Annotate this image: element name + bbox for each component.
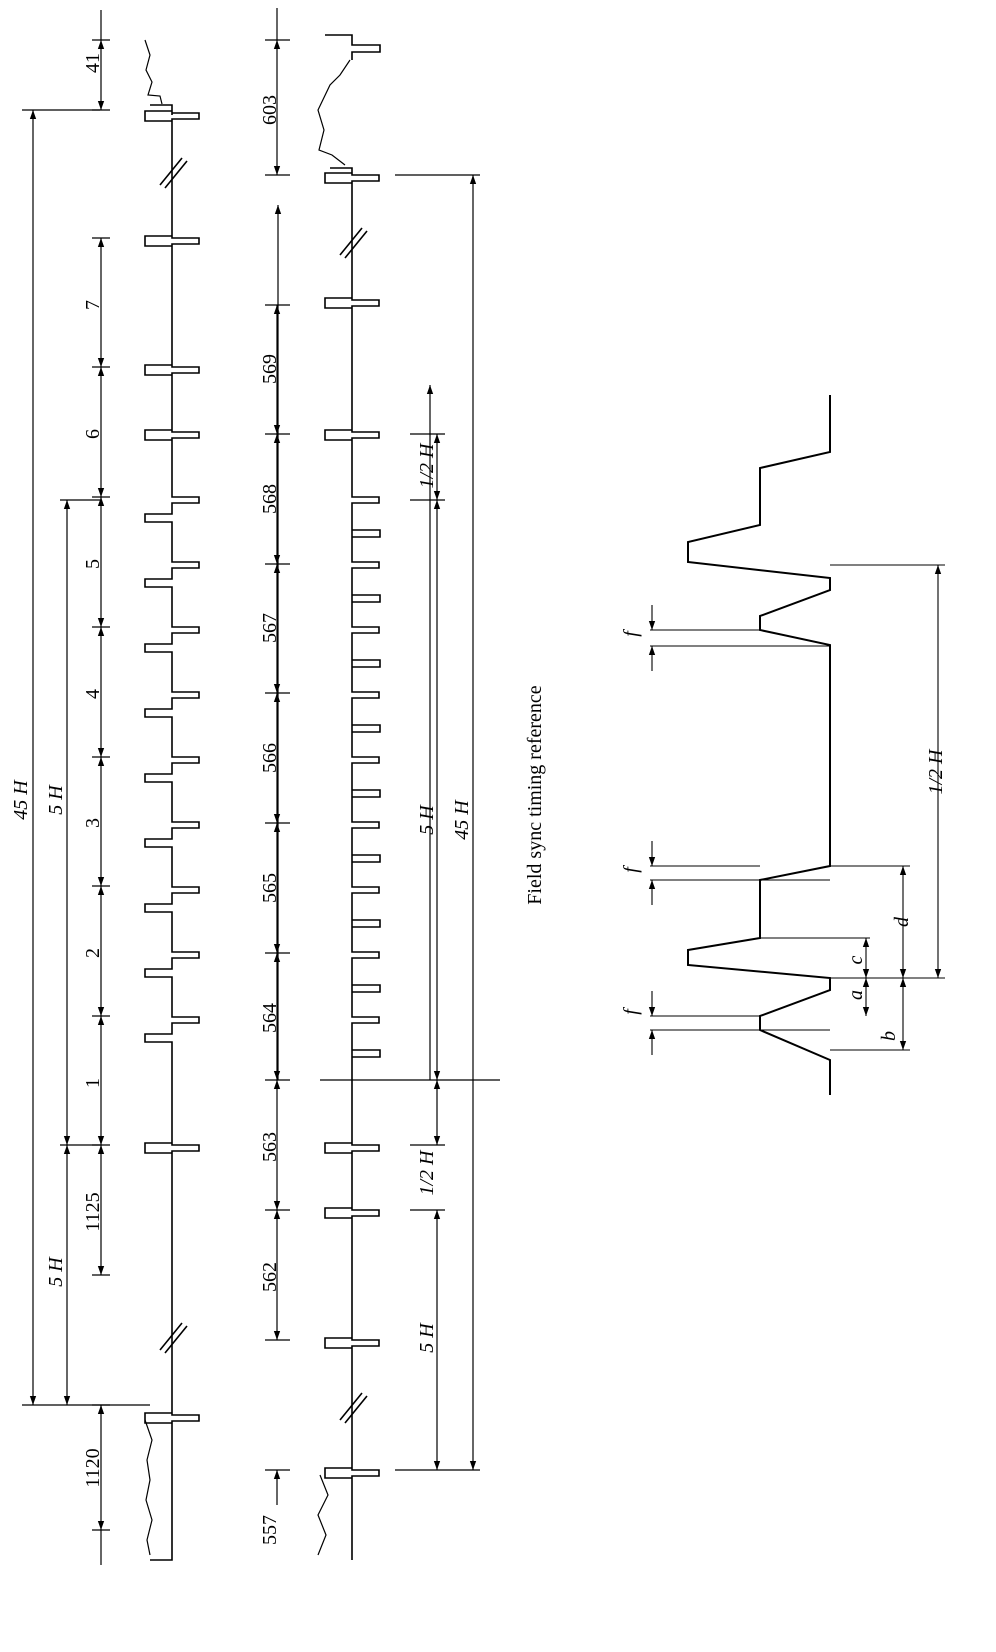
line-number-564: 564 [259, 1003, 281, 1033]
line-number-1120: 1120 [82, 1448, 104, 1487]
middle-dimension-lines [265, 8, 500, 1505]
video-content [317, 1474, 329, 1556]
break-mark [159, 1322, 183, 1351]
line-number-1: 1 [82, 1078, 104, 1088]
break-mark [164, 1325, 188, 1354]
detail-labels: f f f a b c d 1/2 H [620, 629, 947, 1041]
equalising-pulse [352, 919, 381, 928]
equalising-pulse [352, 984, 381, 993]
break-mark [159, 157, 183, 186]
left-waveform-trace [144, 104, 200, 1561]
line-number-557: 557 [259, 1515, 281, 1545]
video-content [144, 1419, 153, 1556]
equalising-pulse [352, 1049, 381, 1058]
dim-label-5H-bottom: 5 H [45, 1256, 67, 1287]
equalising-pulse [352, 724, 381, 733]
break-mark [344, 1395, 368, 1424]
line-number-7: 7 [82, 300, 104, 310]
equalising-pulse [352, 854, 381, 863]
equalising-pulse [352, 789, 381, 798]
line-number-1125: 1125 [82, 1192, 104, 1231]
dim-label-45H: 45 H [10, 779, 32, 820]
sync-tip [144, 364, 172, 376]
dim-label-half-H-top: 1/2 H [416, 442, 438, 489]
line-number-3: 3 [82, 818, 104, 828]
sync-pulse-detail [687, 395, 831, 1095]
middle-dimension-labels: 1/2 H 5 H 45 H 1/2 H 5 H [416, 442, 473, 1353]
sync-tip [324, 1337, 352, 1349]
sync-tip [144, 1142, 172, 1154]
sync-tip [144, 110, 172, 122]
line-number-6: 6 [82, 429, 104, 439]
break-mark [339, 1392, 363, 1421]
middle-waveform-trace [330, 167, 380, 1560]
detail-label-f-bottom: f [620, 1007, 642, 1015]
video-content [317, 59, 351, 166]
equalising-pulse [352, 594, 381, 603]
video-content [144, 39, 163, 105]
detail-label-f-mid: f [620, 865, 642, 873]
line-number-5: 5 [82, 559, 104, 569]
line-number-563: 563 [259, 1132, 281, 1162]
line-number-4: 4 [82, 689, 104, 699]
left-dimension-labels: 45 H 5 H 5 H [10, 779, 67, 1287]
dim-label-45H-mid: 45 H [451, 799, 473, 840]
sync-tip [324, 1467, 352, 1479]
middle-sync-waveform [317, 34, 381, 1560]
sync-tip [144, 235, 172, 247]
line-number-603: 603 [259, 95, 281, 125]
line-number-568: 568 [259, 484, 281, 514]
detail-dim-half-H: 1/2 H [925, 748, 947, 795]
equalising-pulse [352, 659, 381, 668]
break-mark [339, 227, 363, 256]
line-number-567: 567 [259, 613, 281, 643]
sync-tip [324, 429, 352, 441]
line-number-565: 565 [259, 873, 281, 903]
sync-tip [324, 1207, 352, 1219]
line-number-41: 41 [82, 53, 104, 73]
detail-pulse-trace [687, 395, 831, 1095]
diagram-caption: Field sync timing reference [524, 685, 546, 904]
line-number-562: 562 [259, 1262, 281, 1292]
dim-label-half-H-bottom: 1/2 H [416, 1149, 438, 1196]
detail-label-a: a [845, 990, 867, 1000]
detail-label-b: b [878, 1031, 900, 1041]
line-number-2: 2 [82, 948, 104, 958]
left-line-numbers: 41 7 6 5 4 3 2 1 1125 1120 [82, 53, 104, 1488]
detail-dimension-lines [648, 564, 945, 1055]
top-pulse [325, 34, 381, 60]
dim-label-5H-mid: 5 H [416, 804, 438, 835]
dim-label-5H-top: 5 H [45, 784, 67, 815]
sync-tip [324, 297, 352, 309]
sync-tip [144, 1412, 172, 1424]
dim-label-5H-lower: 5 H [416, 1322, 438, 1353]
line-number-569: 569 [259, 354, 281, 384]
sync-tip [144, 429, 172, 441]
break-mark [344, 230, 368, 259]
middle-line-numbers: 603 569 568 567 566 565 564 563 562 557 [259, 95, 281, 1545]
detail-label-f-top: f [620, 629, 642, 637]
sync-tip [324, 1142, 352, 1154]
left-sync-waveform [144, 39, 200, 1561]
equalising-pulse [352, 529, 381, 538]
break-mark [164, 160, 188, 189]
detail-label-d: d [891, 916, 913, 927]
detail-label-c: c [845, 955, 867, 964]
sync-tip [324, 172, 352, 184]
line-number-566: 566 [259, 743, 281, 773]
